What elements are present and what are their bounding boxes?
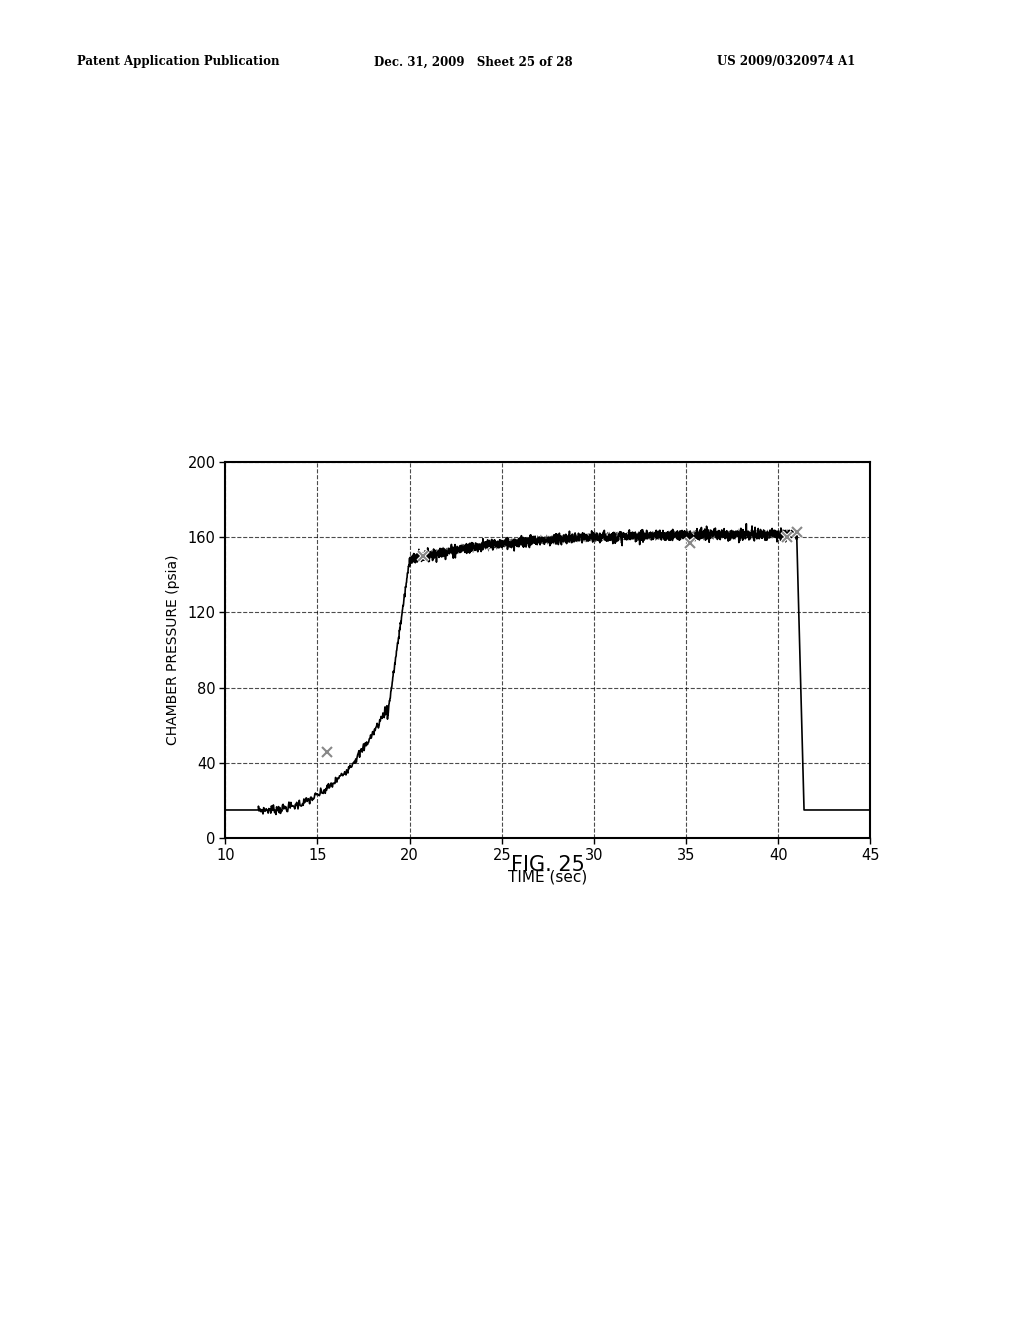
Text: US 2009/0320974 A1: US 2009/0320974 A1	[717, 55, 855, 69]
X-axis label: TIME (sec): TIME (sec)	[508, 870, 588, 884]
Text: Dec. 31, 2009   Sheet 25 of 28: Dec. 31, 2009 Sheet 25 of 28	[374, 55, 572, 69]
Y-axis label: CHAMBER PRESSURE (psia): CHAMBER PRESSURE (psia)	[167, 554, 180, 746]
Text: Patent Application Publication: Patent Application Publication	[77, 55, 280, 69]
Text: FIG. 25: FIG. 25	[511, 855, 585, 875]
